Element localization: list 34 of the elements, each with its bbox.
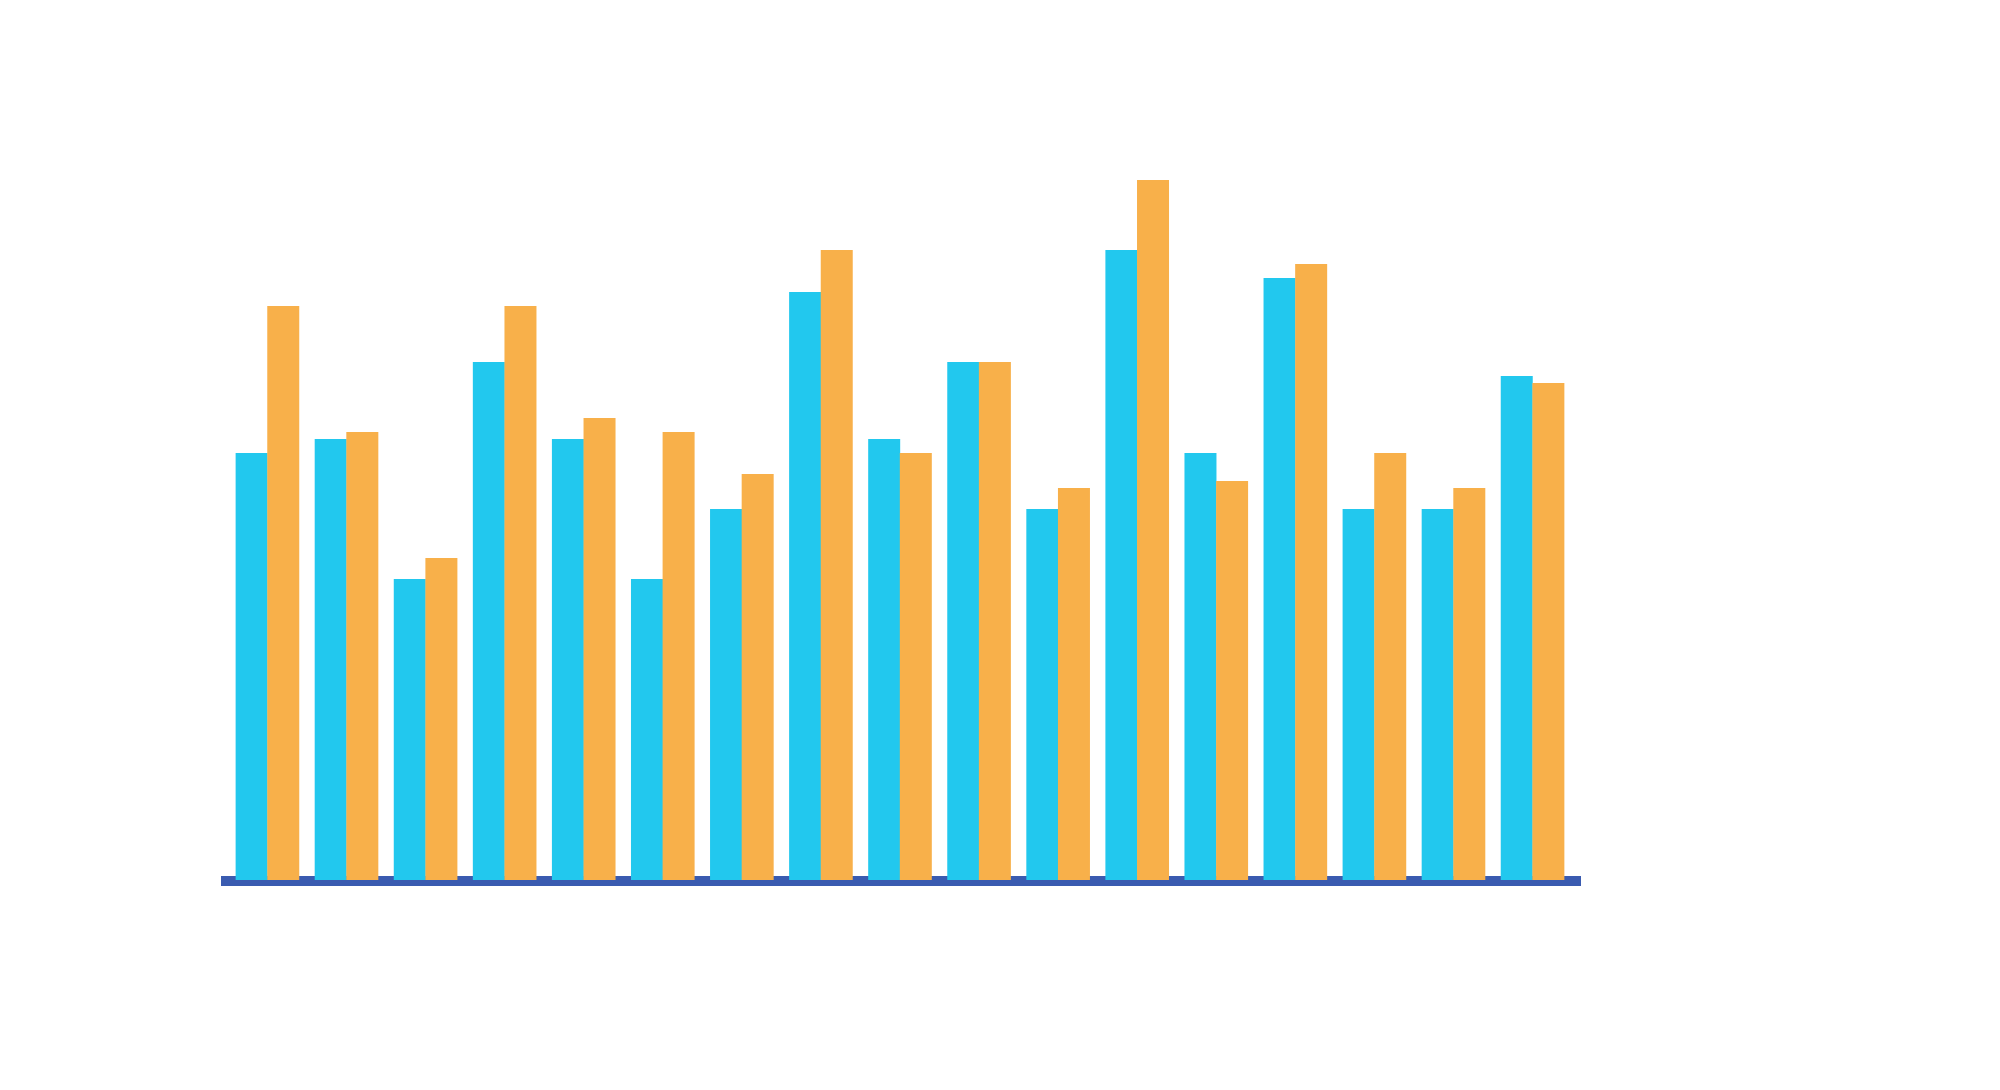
bar <box>710 509 743 880</box>
bar <box>662 432 695 880</box>
bar <box>472 362 505 880</box>
bar <box>425 558 458 880</box>
bar <box>346 432 379 880</box>
bar <box>1137 180 1170 880</box>
bar <box>1532 383 1565 880</box>
bar <box>789 292 822 880</box>
bar <box>899 453 932 880</box>
bar <box>1026 509 1059 880</box>
bar <box>1374 453 1407 880</box>
bar <box>978 362 1011 880</box>
bar <box>235 453 268 880</box>
bar <box>583 418 616 880</box>
bar <box>1453 488 1486 880</box>
bar <box>267 306 300 880</box>
bar <box>1105 250 1138 880</box>
bar <box>1500 376 1533 880</box>
bar <box>1216 481 1249 880</box>
bar <box>1421 509 1454 880</box>
bar <box>630 579 663 880</box>
bar <box>1295 264 1328 880</box>
bar <box>1342 509 1375 880</box>
bar <box>947 362 980 880</box>
bar <box>741 474 774 880</box>
bar <box>551 439 584 880</box>
bar <box>504 306 537 880</box>
bar <box>393 579 426 880</box>
bar <box>314 439 347 880</box>
bar <box>820 250 853 880</box>
bar <box>1263 278 1296 880</box>
bar <box>1184 453 1217 880</box>
bar <box>868 439 901 880</box>
bar <box>1057 488 1090 880</box>
